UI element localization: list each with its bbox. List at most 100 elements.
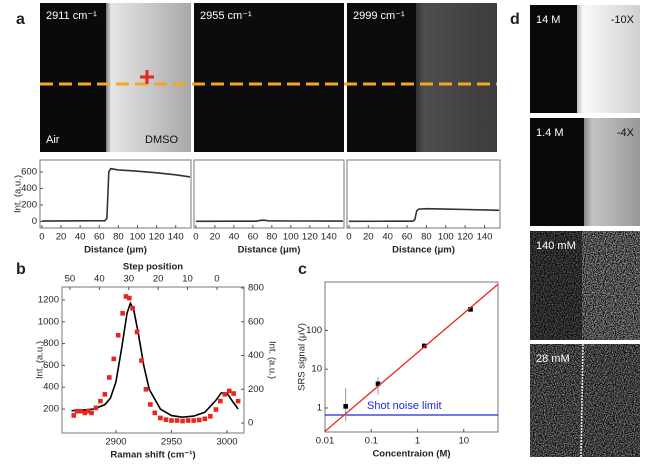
marker <box>143 386 149 392</box>
y-axis-label: SRS signal (μV) <box>297 323 308 391</box>
marker <box>102 392 108 397</box>
tick-label: 0 <box>346 232 351 243</box>
tick-label: 0 <box>214 274 219 285</box>
tick-label: 400 <box>21 183 37 194</box>
marker <box>98 398 103 404</box>
tick-label: 1200 <box>38 294 59 305</box>
x-axis-label: Distance (μm) <box>238 245 301 256</box>
panel-label: c <box>298 261 307 278</box>
marker <box>123 294 129 299</box>
tick-label: 200 <box>43 404 59 415</box>
tick-label: 80 <box>421 232 432 243</box>
tick-label: 30 <box>123 274 134 285</box>
tick-label: 40 <box>94 274 105 285</box>
image-label: 1.4 M <box>536 127 564 139</box>
tick-label: 60 <box>248 232 259 243</box>
x-axis-label: Distance (μm) <box>392 245 455 256</box>
edge-line <box>580 343 584 458</box>
tick-label: 0 <box>193 232 198 243</box>
tick-label: 100 <box>306 325 322 336</box>
tick-label: 20 <box>56 232 67 243</box>
tick-label: 120 <box>149 232 165 243</box>
tick-label: 50 <box>65 274 76 285</box>
marker <box>222 392 228 397</box>
marker <box>78 408 83 414</box>
x2-axis-label: Step position <box>123 262 183 273</box>
marker <box>235 398 241 404</box>
marker <box>152 410 158 416</box>
tick-label: 40 <box>229 232 240 243</box>
tick-label: 40 <box>75 232 86 243</box>
x-axis-label: Distance (μm) <box>84 245 147 256</box>
marker <box>185 418 191 423</box>
marker <box>196 417 202 423</box>
tick-label: 120 <box>302 232 318 243</box>
tick-label: 10 <box>458 436 469 447</box>
marker <box>126 295 132 301</box>
marker <box>343 404 348 409</box>
image-noise <box>530 344 640 457</box>
plot-frame <box>346 159 501 229</box>
y2-axis-label: Int. (a.u.) <box>266 341 277 379</box>
marker <box>71 413 77 418</box>
line-series <box>41 167 191 222</box>
marker <box>148 402 153 407</box>
tick-label: 1 <box>317 402 322 413</box>
marker <box>180 418 185 424</box>
tick-label: 600 <box>43 360 59 371</box>
tick-label: 600 <box>248 316 264 327</box>
marker <box>158 415 163 421</box>
marker <box>134 329 140 335</box>
tick-label: 60 <box>402 232 413 243</box>
marker <box>213 407 219 412</box>
image-label: 140 mM <box>536 240 576 252</box>
plot-frame <box>324 281 499 433</box>
image-label: -4X <box>617 127 635 139</box>
y-axis-label: Int. (a.u.) <box>35 341 46 379</box>
tick-label: 140 <box>168 232 184 243</box>
marker <box>226 388 232 394</box>
tick-label: 2900 <box>105 437 126 448</box>
tick-label: 0.1 <box>365 436 378 447</box>
tick-label: 400 <box>43 382 59 393</box>
marker <box>174 418 180 423</box>
tick-label: 1000 <box>38 316 59 327</box>
tick-label: 100 <box>130 232 146 243</box>
marker <box>89 410 94 416</box>
image-label: 2999 cm⁻¹ <box>353 10 405 22</box>
tick-label: 600 <box>21 166 37 177</box>
image-bright <box>416 3 497 152</box>
tick-label: 200 <box>248 384 264 395</box>
tick-label: 0 <box>248 418 253 429</box>
marker <box>120 311 125 316</box>
image <box>194 3 344 152</box>
tick-label: 10 <box>311 364 322 375</box>
marker <box>85 408 91 414</box>
tick-label: 800 <box>43 338 59 349</box>
panel-a-images: 2911 cm⁻¹ 2955 cm⁻¹ 2999 cm⁻¹ Air DMSO <box>40 3 497 152</box>
tick-label: 10 <box>182 274 193 285</box>
panel-label: a <box>16 11 25 28</box>
marker <box>169 418 174 423</box>
marker <box>468 307 473 312</box>
tick-label: 1 <box>415 436 420 447</box>
tick-label: 80 <box>113 232 124 243</box>
image-label: 14 M <box>536 14 560 26</box>
image-label: Air <box>46 134 60 146</box>
tick-label: 200 <box>21 199 37 210</box>
line-series <box>348 207 500 223</box>
image-label: -10X <box>611 14 635 26</box>
tick-label: 140 <box>477 232 493 243</box>
marker <box>231 391 236 396</box>
image-label: 2955 cm⁻¹ <box>200 10 252 22</box>
plot-frame <box>39 159 192 229</box>
tick-label: 0 <box>39 232 44 243</box>
panel-d-images: 14 M -10X 1.4 M -4X 140 mM 28 mM <box>530 5 640 458</box>
image-bright <box>584 118 640 226</box>
marker <box>74 408 80 414</box>
tick-label: 140 <box>321 232 337 243</box>
image-label: DMSO <box>145 134 178 146</box>
line-series <box>195 219 344 223</box>
